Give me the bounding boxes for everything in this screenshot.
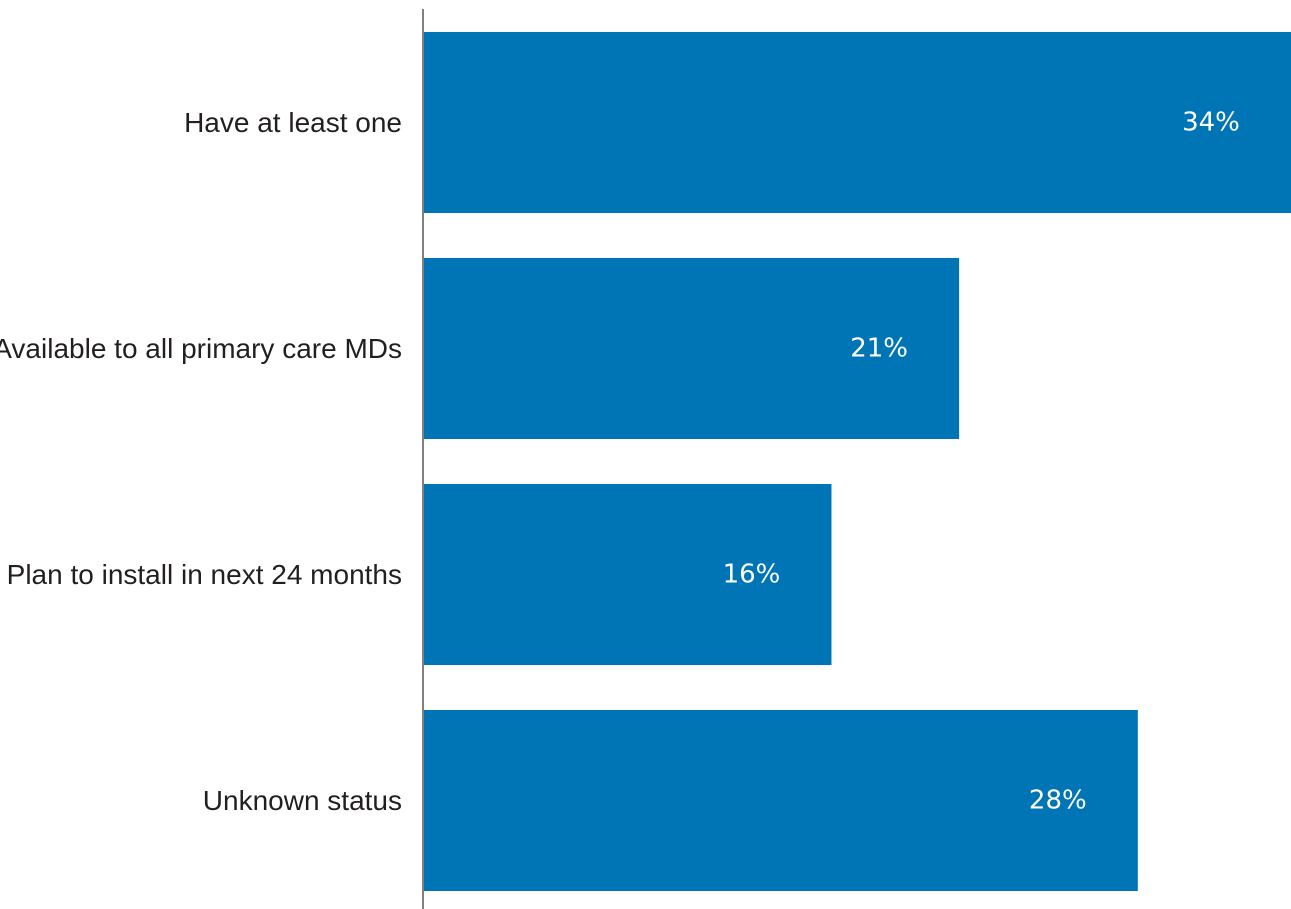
bar-3 bbox=[423, 484, 832, 665]
bars-group bbox=[423, 32, 1291, 891]
category-label: Unknown status bbox=[203, 785, 402, 816]
category-label: Plan to install in next 24 months bbox=[7, 559, 402, 590]
value-label: 16% bbox=[723, 560, 781, 590]
category-labels-group: Have at least one Available to all primar… bbox=[0, 107, 402, 816]
value-label: 34% bbox=[1182, 108, 1240, 138]
bar-4 bbox=[423, 710, 1138, 891]
bar-1 bbox=[423, 32, 1291, 213]
bar-2 bbox=[423, 258, 960, 439]
category-label: Have at least one bbox=[184, 107, 402, 138]
value-labels-group: 34% 21% 16% 28% bbox=[723, 108, 1240, 816]
category-label: Available to all primary care MDs bbox=[0, 333, 402, 364]
value-label: 28% bbox=[1029, 786, 1087, 816]
value-label: 21% bbox=[850, 334, 908, 364]
